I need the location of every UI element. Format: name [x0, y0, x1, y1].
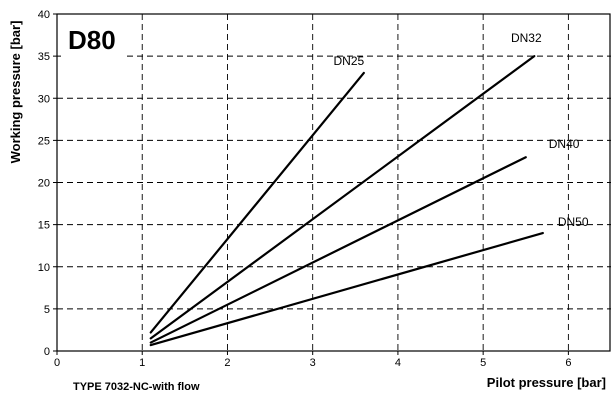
series-label-dn32: DN32	[511, 31, 542, 45]
x-tick-label-0: 0	[54, 357, 60, 369]
x-axis-ticks: 0 1 2 3 4 5 6	[54, 351, 571, 369]
y-tick-label-15: 15	[38, 220, 50, 232]
series-label-dn25: DN25	[333, 54, 364, 68]
series-labels: DN25 DN32 DN40 DN50	[333, 31, 588, 229]
chart-title: D80	[68, 25, 116, 55]
y-tick-label-20: 20	[38, 178, 50, 190]
y-tick-label-25: 25	[38, 135, 50, 147]
x-tick-label-2: 2	[224, 357, 230, 369]
x-tick-label-6: 6	[565, 357, 571, 369]
grid-lines	[57, 14, 611, 351]
title-background	[61, 20, 127, 58]
chart-footnote: TYPE 7032-NC-with flow	[73, 381, 200, 393]
series-line-dn32	[149, 55, 536, 340]
y-axis-label: Working pressure [bar]	[8, 21, 23, 164]
y-tick-label-30: 30	[38, 93, 50, 105]
series-line-dn40	[149, 156, 527, 344]
x-tick-label-4: 4	[395, 357, 401, 369]
y-tick-label-40: 40	[38, 9, 50, 21]
series-line-dn50	[149, 231, 544, 347]
y-tick-label-0: 0	[44, 346, 50, 358]
y-tick-label-5: 5	[44, 304, 50, 316]
y-tick-label-35: 35	[38, 51, 50, 63]
x-tick-label-3: 3	[310, 357, 316, 369]
series-lines	[149, 55, 544, 347]
y-axis-ticks: 0 5 10 15 20 25 30 35 40	[38, 9, 57, 358]
x-axis-label: Pilot pressure [bar]	[487, 375, 606, 390]
y-tick-label-10: 10	[38, 262, 50, 274]
x-tick-label-1: 1	[139, 357, 145, 369]
series-label-dn50: DN50	[558, 215, 589, 229]
x-tick-label-5: 5	[480, 357, 486, 369]
series-line-dn25	[149, 71, 365, 334]
series-label-dn40: DN40	[549, 137, 580, 151]
